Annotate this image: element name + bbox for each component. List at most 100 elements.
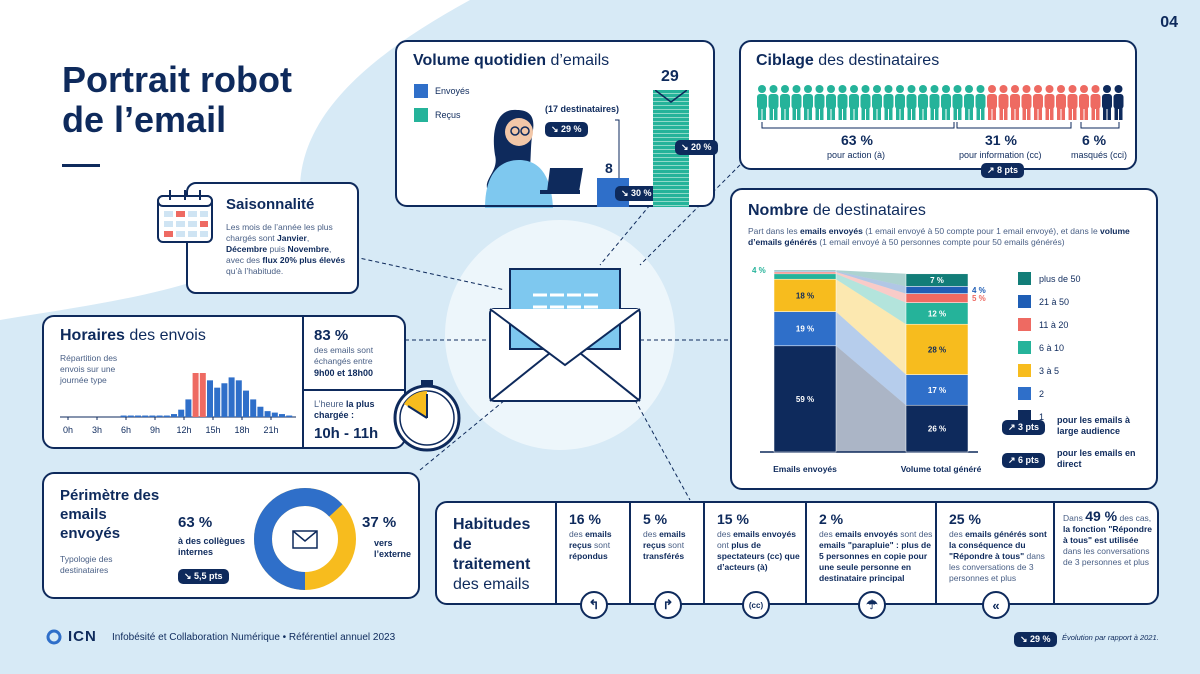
bar-sent-1 bbox=[773, 345, 837, 453]
footer-brand: ICN bbox=[46, 628, 97, 645]
volume-title-rest: d’emails bbox=[546, 52, 610, 69]
calendar-icon bbox=[157, 190, 213, 243]
cc-icon: (cc) bbox=[742, 591, 770, 619]
icn-logo-icon bbox=[46, 629, 62, 644]
hour-tick-label: 0h bbox=[63, 425, 73, 435]
legend-item: 2 bbox=[1018, 385, 1148, 402]
habit-text-c: dans les conversations de 3 personnes et… bbox=[949, 551, 1045, 583]
recipients-legend: plus de 50 21 à 50 11 à 20 6 à 10 3 à 5 2 1 bbox=[1018, 270, 1148, 431]
person-icon bbox=[872, 85, 882, 120]
hour-bar bbox=[243, 390, 249, 417]
x-label-generated: Volume total généré bbox=[901, 464, 982, 474]
person-icon bbox=[849, 85, 859, 120]
habit-text: des emails envoyés sont des emails "para… bbox=[819, 529, 933, 584]
data-label: 7 % bbox=[930, 276, 944, 285]
direct-badge: ↗ 6 pts bbox=[1002, 453, 1046, 468]
person-icon bbox=[757, 85, 767, 120]
peak-value: 10h - 11h bbox=[314, 425, 379, 442]
hours-desc: Répartition des envois sur une journée t… bbox=[60, 353, 118, 385]
hour-tick-label: 15h bbox=[205, 425, 220, 435]
hour-bar bbox=[286, 415, 293, 417]
volume-title: Volume quotidien d’emails bbox=[413, 52, 609, 70]
hour-bar bbox=[257, 406, 264, 417]
targeting-brackets bbox=[761, 122, 1120, 129]
habits-last-pct: 49 % bbox=[1085, 508, 1118, 524]
data-label: 19 % bbox=[796, 325, 814, 334]
hour-tick-label: 6h bbox=[121, 425, 131, 435]
habit-text-c: ont bbox=[717, 540, 732, 550]
series-flow-4 bbox=[836, 272, 906, 303]
external-label: vers l’externe bbox=[374, 538, 412, 559]
bar-generated-1 bbox=[905, 404, 969, 453]
habit-text: des emails générés sont la conséquence d… bbox=[949, 529, 1051, 584]
person-icon bbox=[883, 85, 894, 120]
recipients-desc-e: (1 email envoyé à 50 personnes compte po… bbox=[816, 237, 1065, 247]
hour-bar bbox=[221, 383, 228, 417]
legend-swatch bbox=[1018, 295, 1031, 308]
hours-pct: 83 % bbox=[314, 327, 349, 344]
info-label: pour information (cc) bbox=[959, 150, 1042, 160]
hour-tick-label: 21h bbox=[263, 425, 278, 435]
hour-tick-label: 3h bbox=[92, 425, 102, 435]
habit-text-d: répondus bbox=[569, 551, 608, 561]
peak-label: L’heure la plus chargée : bbox=[314, 399, 399, 421]
bar-sent-2 bbox=[773, 311, 837, 347]
clock-icon bbox=[393, 380, 461, 452]
habit-pct: 2 % bbox=[819, 511, 844, 527]
seasonality-month-1: Janvier bbox=[277, 233, 307, 243]
series-flow-2 bbox=[836, 279, 906, 375]
habit-pct: 25 % bbox=[949, 511, 981, 527]
person-icon bbox=[998, 85, 1009, 120]
hours-histogram: 0h 3h 6h 9h 12h 15h 18h 21h bbox=[60, 373, 296, 435]
recipients-title-bold: Nombre bbox=[748, 202, 809, 219]
legend-label: 2 bbox=[1039, 388, 1045, 399]
woman-laptop-illustration bbox=[455, 109, 585, 208]
hours-pct-text: des emails sont échangés entre bbox=[314, 345, 374, 366]
hour-bar bbox=[149, 415, 156, 417]
series-flow-6 bbox=[836, 270, 906, 287]
bar-sent-plus de 50 bbox=[773, 269, 837, 272]
hour-bar bbox=[135, 415, 141, 417]
targeting-title-rest: des destinataires bbox=[813, 52, 940, 69]
data-label: 26 % bbox=[928, 425, 946, 434]
habit-text-b: emails générés sont la conséquence du "R… bbox=[949, 529, 1047, 561]
habit-pct: 5 % bbox=[643, 511, 668, 527]
large-audience-badge: ↗ 3 pts bbox=[1002, 420, 1046, 435]
bar-sent-11 à 20 bbox=[773, 271, 837, 275]
habit-item: 25 % des emails générés sont la conséquen… bbox=[935, 503, 1053, 619]
data-label: 17 % bbox=[928, 386, 946, 395]
bar-generated-11 à 20 bbox=[905, 293, 969, 303]
habit-text: des emails reçus sont transférés bbox=[643, 529, 701, 562]
series-flow-1 bbox=[836, 311, 906, 406]
habits-title-l2: de bbox=[453, 536, 472, 553]
seasonality-text: Les mois de l’année les plus chargés son… bbox=[226, 222, 351, 277]
habits-card: Habitudes de traitement des emails Dans … bbox=[435, 501, 1159, 619]
bar-generated-3 à 5 bbox=[905, 323, 969, 375]
hours-title-bold: Horaires bbox=[60, 327, 125, 344]
person-icon bbox=[952, 85, 963, 120]
person-icon bbox=[1021, 85, 1032, 120]
legend-swatch bbox=[1018, 341, 1031, 354]
recipients-badge: ↘ 29 % bbox=[545, 122, 588, 137]
seasonality-flux: flux 20% plus élevés bbox=[262, 255, 346, 265]
legend-label: 21 à 50 bbox=[1039, 296, 1070, 307]
targeting-card: Ciblage des destinataires 63 % pour acti… bbox=[739, 40, 1137, 178]
person-icon bbox=[768, 85, 779, 120]
hour-bar bbox=[192, 373, 199, 417]
targeting-title-bold: Ciblage bbox=[756, 52, 814, 69]
person-icon bbox=[987, 85, 997, 120]
hours-card: Horaires des envois Répartition des envo… bbox=[42, 315, 406, 449]
person-icon bbox=[1102, 85, 1112, 120]
habit-text-b: emails reçus bbox=[569, 529, 612, 550]
habits-last-pre: Dans bbox=[1063, 513, 1086, 523]
hour-bar bbox=[271, 412, 278, 417]
data-label: 59 % bbox=[796, 395, 814, 404]
legend-received-swatch bbox=[414, 108, 428, 122]
legend-label: 3 à 5 bbox=[1039, 365, 1060, 376]
direct-note: pour les emails en direct bbox=[1057, 448, 1136, 469]
bar-generated-plus de 50 bbox=[905, 273, 969, 287]
legend-label: plus de 50 bbox=[1039, 273, 1081, 284]
habit-pct: 15 % bbox=[717, 511, 749, 527]
seasonality-text-e: puis bbox=[267, 244, 288, 254]
person-icon bbox=[895, 85, 905, 120]
